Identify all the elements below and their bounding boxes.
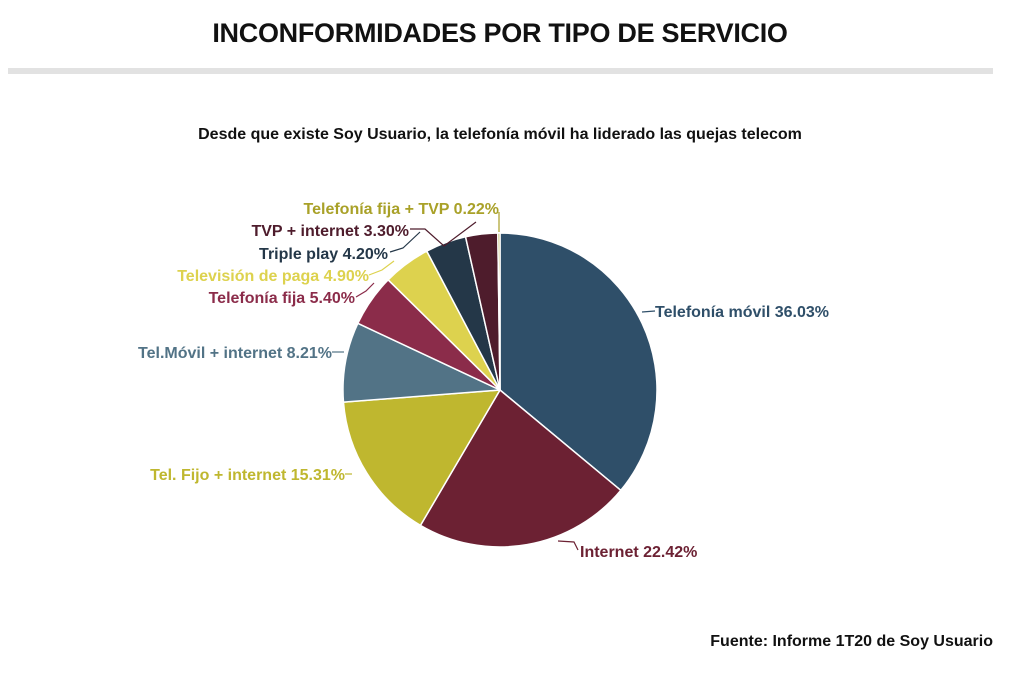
pie-slice-telefonia-fija-plus-tvp xyxy=(497,232,501,391)
pie-slice-internet xyxy=(419,389,622,548)
data-label-telefonia-fija: Telefonía fija 5.40% xyxy=(209,290,355,307)
leader-line-television-de-paga xyxy=(368,260,395,276)
leader-line-tvp-plus-internet xyxy=(410,221,477,247)
pie-slices xyxy=(342,232,658,548)
data-label-tvp-plus-internet: TVP + internet 3.30% xyxy=(251,223,409,240)
chart-source: Fuente: Informe 1T20 de Soy Usuario xyxy=(710,633,993,650)
data-label-triple-play: Triple play 4.20% xyxy=(259,246,388,263)
pie-slice-telefonia-movil xyxy=(499,232,658,492)
data-label-telefonia-fija-plus-tvp: Telefonía fija + TVP 0.22% xyxy=(304,201,499,218)
chart-title: INCONFORMIDADES POR TIPO DE SERVICIO xyxy=(212,18,788,48)
pie-slice-tel-fijo-plus-internet xyxy=(342,389,501,527)
title-divider xyxy=(8,68,993,74)
pie-labels: Telefonía móvil 36.03% Internet 22.42% Tel… xyxy=(138,201,829,561)
data-label-internet: Internet 22.42% xyxy=(580,544,697,561)
leader-line-internet xyxy=(557,540,579,551)
data-label-television-de-paga: Televisión de paga 4.90% xyxy=(177,268,369,285)
data-label-tel-fijo-plus-internet: Tel. Fijo + internet 15.31% xyxy=(150,467,345,484)
chart-subtitle: Desde que existe Soy Usuario, la telefon… xyxy=(198,126,802,143)
pie-leader-lines xyxy=(332,212,656,551)
leader-line-triple-play xyxy=(389,231,421,253)
leader-line-telefonia-fija xyxy=(355,282,375,298)
leader-line-telefonia-movil xyxy=(641,310,656,313)
data-label-telefonia-movil: Telefonía móvil 36.03% xyxy=(655,304,829,321)
data-label-tel-movil-plus-internet: Tel.Móvil + internet 8.21% xyxy=(138,345,332,362)
